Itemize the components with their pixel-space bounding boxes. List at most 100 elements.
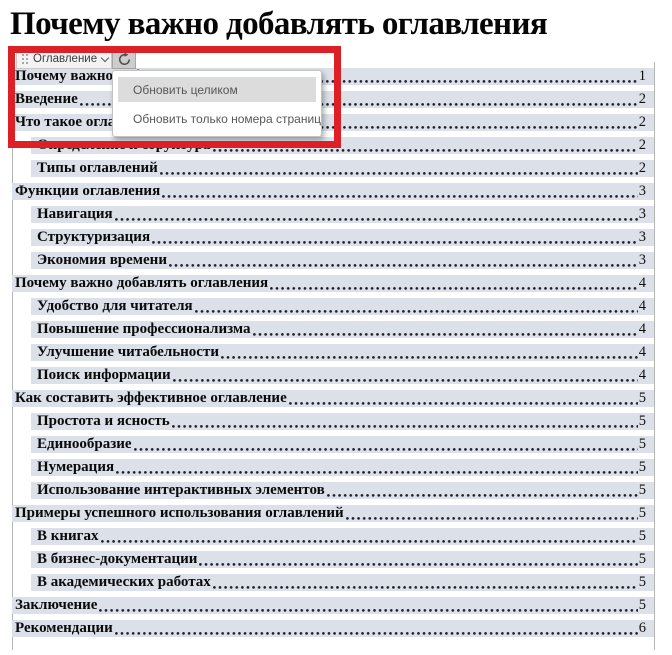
menu-item-update-entire-table[interactable]: Обновить целиком (118, 77, 316, 102)
toc-entry-label: Почему важно добавлять оглавления (15, 275, 269, 291)
page-number: 5 (638, 505, 646, 521)
dot-leader (79, 102, 638, 107)
page-number: 5 (638, 436, 646, 452)
toc-entry[interactable]: Простота и ясность 5 (31, 413, 654, 430)
toc-entry[interactable]: Почему важно добавлять оглавления 4 (12, 275, 654, 292)
toc-entry[interactable]: Нумерация 5 (31, 459, 654, 476)
page-number: 5 (638, 390, 646, 406)
chevron-down-icon (100, 53, 110, 62)
toc-entry[interactable]: Экономия времени 3 (31, 252, 654, 269)
toc-entry-label: Простота и ясность (37, 413, 170, 429)
toc-entry-label: Функции оглавления (15, 183, 161, 199)
toc-entry-label: Экономия времени (37, 252, 167, 268)
toc-content-control-tab[interactable]: Оглавление (16, 49, 112, 69)
toc-entry-label: Определение и структура (37, 137, 211, 153)
toc-entry-label: Навигация (37, 206, 113, 222)
toc-entry[interactable]: Функции оглавления 3 (12, 183, 654, 200)
toc-entry[interactable]: Типы оглавлений 2 (31, 160, 654, 177)
dot-leader (172, 378, 638, 383)
toc-entry-label: Нумерация (37, 459, 115, 475)
toc-entry[interactable]: Определение и структура 2 (31, 137, 654, 154)
page-number: 3 (638, 229, 646, 245)
dot-leader (168, 263, 638, 268)
toc-entry-label: Введение (15, 91, 78, 107)
toc-frame-left-border (12, 62, 13, 650)
toc-entry[interactable]: Поиск информации 4 (31, 367, 654, 384)
menu-item-update-page-numbers-only[interactable]: Обновить только номера страниц (133, 111, 322, 126)
dot-leader (345, 516, 638, 521)
page-number: 5 (638, 551, 646, 567)
toc-tab-label: Оглавление (33, 53, 98, 65)
toc-entry[interactable]: Введение 2 (12, 91, 654, 108)
update-toc-button[interactable] (112, 49, 136, 69)
dot-leader (270, 286, 638, 291)
update-menu: Обновить целиком Обновить только номера … (112, 70, 322, 137)
page-title: Почему важно добавлять оглавления (10, 6, 548, 42)
refresh-icon (117, 52, 132, 67)
page-number: 4 (638, 298, 646, 314)
dot-leader (171, 424, 638, 429)
dot-leader (116, 470, 638, 475)
dot-leader (220, 355, 638, 360)
toc-entry[interactable]: В книгах 5 (31, 528, 654, 545)
toc-entry[interactable]: Навигация 3 (31, 206, 654, 223)
page-number: 2 (638, 137, 646, 153)
dot-leader (199, 562, 638, 567)
toc-entry[interactable]: Использование интерактивных элементов 5 (31, 482, 654, 499)
page-number: 6 (638, 620, 646, 636)
toc-entry-label: Заключение (15, 597, 98, 613)
toc-entry[interactable]: В академических работах 5 (31, 574, 654, 591)
toc-entry-label: Использование интерактивных элементов (37, 482, 325, 498)
dot-leader (212, 148, 638, 153)
page-number: 5 (638, 459, 646, 475)
toc-entry-label: Типы оглавлений (37, 160, 158, 176)
dot-leader (152, 240, 638, 245)
toc-entry[interactable]: Что такое оглавление 2 (12, 114, 654, 131)
toc-entry-label: Улучшение читабельности (37, 344, 219, 360)
toc-entry-label: Как составить эффективное оглавление (15, 390, 287, 406)
dot-leader (288, 401, 638, 406)
toc-entry[interactable]: Как составить эффективное оглавление 5 (12, 390, 654, 407)
toc-entry[interactable]: В бизнес-документации 5 (31, 551, 654, 568)
toc-entry-label: Единообразие (37, 436, 132, 452)
dot-leader (164, 125, 638, 130)
dot-leader (212, 585, 638, 590)
dot-leader (252, 332, 638, 337)
page-number: 5 (638, 528, 646, 544)
toc-entry[interactable]: Структуризация 3 (31, 229, 654, 246)
dot-leader (194, 309, 638, 314)
page-number: 4 (638, 344, 646, 360)
toc-entry-label: Примеры успешного использования оглавлен… (15, 505, 344, 521)
toc-entry-label: Рекомендации (15, 620, 113, 636)
dot-leader (114, 217, 638, 222)
toc-entry[interactable]: Улучшение читабельности 4 (31, 344, 654, 361)
page-number: 2 (638, 114, 646, 130)
toc-entry[interactable]: Почему важно добавлять оглавления1 (12, 68, 654, 85)
toc-entry-label: Удобство для читателя (37, 298, 193, 314)
page-number: 4 (638, 275, 646, 291)
drag-handle-icon (22, 54, 28, 64)
toc-entry-label: Повышение профессионализма (37, 321, 251, 337)
toc-entry[interactable]: Рекомендации 6 (12, 620, 654, 637)
dot-leader (99, 608, 638, 613)
toc-entry[interactable]: Заключение 5 (12, 597, 654, 614)
toc-entry[interactable]: Повышение профессионализма 4 (31, 321, 654, 338)
toc-frame-right-border (654, 62, 655, 650)
dot-leader (133, 447, 638, 452)
page-number: 4 (638, 367, 646, 383)
toc-entry[interactable]: Единообразие 5 (31, 436, 654, 453)
page-number: 5 (638, 574, 646, 590)
toc-entry[interactable]: Примеры успешного использования оглавлен… (12, 505, 654, 522)
dot-leader (159, 171, 638, 176)
page-number: 3 (638, 252, 646, 268)
page-number: 2 (638, 160, 646, 176)
toc-entry-label: Поиск информации (37, 367, 171, 383)
dot-leader (100, 539, 638, 544)
dot-leader (162, 194, 638, 199)
dot-leader (270, 79, 638, 84)
page-number: 2 (638, 91, 646, 107)
page-number: 4 (638, 321, 646, 337)
page-number: 5 (638, 413, 646, 429)
toc-entry[interactable]: Удобство для читателя 4 (31, 298, 654, 315)
page-number: 5 (638, 482, 646, 498)
